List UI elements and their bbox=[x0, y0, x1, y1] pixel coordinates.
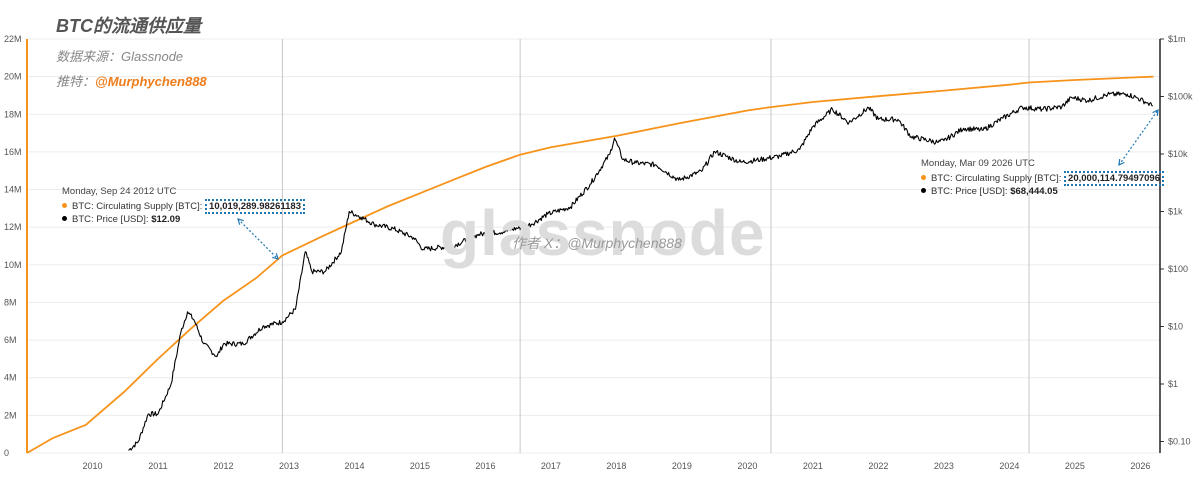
x-tick-label: 2020 bbox=[737, 461, 757, 471]
x-tick-label: 2019 bbox=[672, 461, 692, 471]
left-annotation-arrow-tail bbox=[237, 218, 244, 225]
y-left-tick-label: 22M bbox=[4, 34, 22, 44]
watermark-author: 作者 X：@Murphychen888 bbox=[512, 235, 682, 251]
x-tick-label: 2023 bbox=[934, 461, 954, 471]
source-label: 数据来源：Glassnode bbox=[56, 49, 184, 64]
y-left-tick-label: 10M bbox=[4, 260, 22, 270]
supply-line bbox=[26, 75, 1154, 454]
y-right-tick-label: $1 bbox=[1168, 379, 1178, 389]
y-right-tick-label: $10k bbox=[1168, 149, 1188, 159]
supply-dot-icon bbox=[62, 203, 67, 209]
author-line: 推特：@Murphychen888 bbox=[56, 71, 207, 90]
series bbox=[26, 75, 1154, 454]
x-tick-label: 2017 bbox=[541, 461, 561, 471]
y-right-tick-label: $100 bbox=[1168, 264, 1188, 274]
x-tick-label: 2016 bbox=[475, 461, 495, 471]
right-annotation-arrow bbox=[1118, 109, 1159, 166]
x-tick-label: 2011 bbox=[148, 461, 167, 471]
x-tick-label: 2022 bbox=[868, 461, 888, 471]
y-left-tick-label: 0 bbox=[4, 448, 9, 458]
x-tick-label: 2010 bbox=[82, 461, 102, 471]
tooltip-right-date: Monday, Mar 09 2026 UTC bbox=[921, 158, 1035, 169]
y-left-tick-label: 2M bbox=[4, 410, 17, 420]
tooltip-left-price-value: $12.09 bbox=[151, 214, 181, 225]
tooltip-right-price-value: $68,444.05 bbox=[1010, 186, 1058, 197]
y-left-tick-label: 4M bbox=[4, 373, 17, 383]
tooltip-left-supply-value: 10,019,289.98261183 bbox=[205, 199, 305, 214]
x-tick-label: 2015 bbox=[410, 461, 430, 471]
x-tick-label: 2021 bbox=[803, 461, 823, 471]
right-annotation-arrow-head bbox=[1152, 108, 1159, 117]
y-left-tick-label: 18M bbox=[4, 109, 22, 119]
y-right-tick-label: $10 bbox=[1168, 322, 1183, 332]
y-left-tick-label: 16M bbox=[4, 147, 22, 157]
annotations bbox=[237, 108, 1159, 260]
tooltip-right-supply-label: BTC: Circulating Supply [BTC]: bbox=[931, 173, 1062, 184]
tooltip-left-price-label: BTC: Price [USD]: bbox=[72, 214, 149, 225]
x-tick-label: 2013 bbox=[279, 461, 299, 471]
tooltip-right-price-label: BTC: Price [USD]: bbox=[931, 186, 1008, 197]
x-tick-label: 2018 bbox=[606, 461, 626, 471]
tooltip-left-date: Monday, Sep 24 2012 UTC bbox=[62, 186, 177, 197]
left-annotation-arrow-head bbox=[272, 253, 279, 260]
halving-lines bbox=[281, 39, 1030, 453]
price-line bbox=[128, 91, 1154, 451]
axes: 0 2M 4M 6M 8M 10M 12M 14M 16M 18M 20M 22M $0.10 $1 $10… bbox=[4, 34, 1193, 471]
y-right-tick-label: $1m bbox=[1168, 34, 1186, 44]
x-tick-label: 2014 bbox=[344, 461, 364, 471]
supply-dot-icon bbox=[921, 175, 926, 181]
chart-title: BTC的流通供应量 bbox=[56, 16, 201, 36]
y-left-tick-label: 12M bbox=[4, 222, 22, 232]
x-tick-label: 2026 bbox=[1130, 461, 1150, 471]
author-prefix: 推特： bbox=[56, 74, 96, 89]
tooltip-left-supply: BTC: Circulating Supply [BTC]: 10,019,28… bbox=[62, 199, 305, 214]
tooltip-right-supply-value: 20,000,114.79497096 bbox=[1064, 171, 1164, 186]
y-left-tick-label: 20M bbox=[4, 72, 22, 82]
header: BTC的流通供应量 数据来源：Glassnode 推特：@Murphychen8… bbox=[56, 12, 207, 90]
tooltip-left-supply-label: BTC: Circulating Supply [BTC]: bbox=[72, 201, 203, 212]
x-tick-label: 2025 bbox=[1065, 461, 1085, 471]
tooltip-right-supply: BTC: Circulating Supply [BTC]: 20,000,11… bbox=[921, 171, 1164, 186]
x-tick-label: 2012 bbox=[213, 461, 233, 471]
price-dot-icon bbox=[921, 188, 926, 194]
x-tick-label: 2024 bbox=[999, 461, 1019, 471]
watermark: glassnode bbox=[440, 197, 766, 269]
price-dot-icon bbox=[62, 216, 67, 222]
tooltip-left: Monday, Sep 24 2012 UTC BTC: Circulating… bbox=[62, 185, 305, 226]
tooltip-right: Monday, Mar 09 2026 UTC BTC: Circulating… bbox=[921, 157, 1164, 198]
y-left-tick-label: 6M bbox=[4, 335, 17, 345]
tooltip-left-price: BTC: Price [USD]: $12.09 bbox=[62, 213, 305, 226]
y-left-tick-label: 8M bbox=[4, 297, 17, 307]
tooltip-right-price: BTC: Price [USD]: $68,444.05 bbox=[921, 185, 1164, 198]
right-annotation-arrow-tail bbox=[1118, 158, 1125, 167]
y-right-tick-label: $100k bbox=[1168, 92, 1193, 102]
grid bbox=[27, 38, 1160, 454]
author-handle: @Murphychen888 bbox=[95, 74, 207, 89]
y-left-tick-label: 14M bbox=[4, 185, 22, 195]
y-right-tick-label: $1k bbox=[1168, 207, 1183, 217]
y-right-tick-label: $0.10 bbox=[1168, 437, 1191, 447]
left-annotation-arrow bbox=[237, 218, 279, 260]
